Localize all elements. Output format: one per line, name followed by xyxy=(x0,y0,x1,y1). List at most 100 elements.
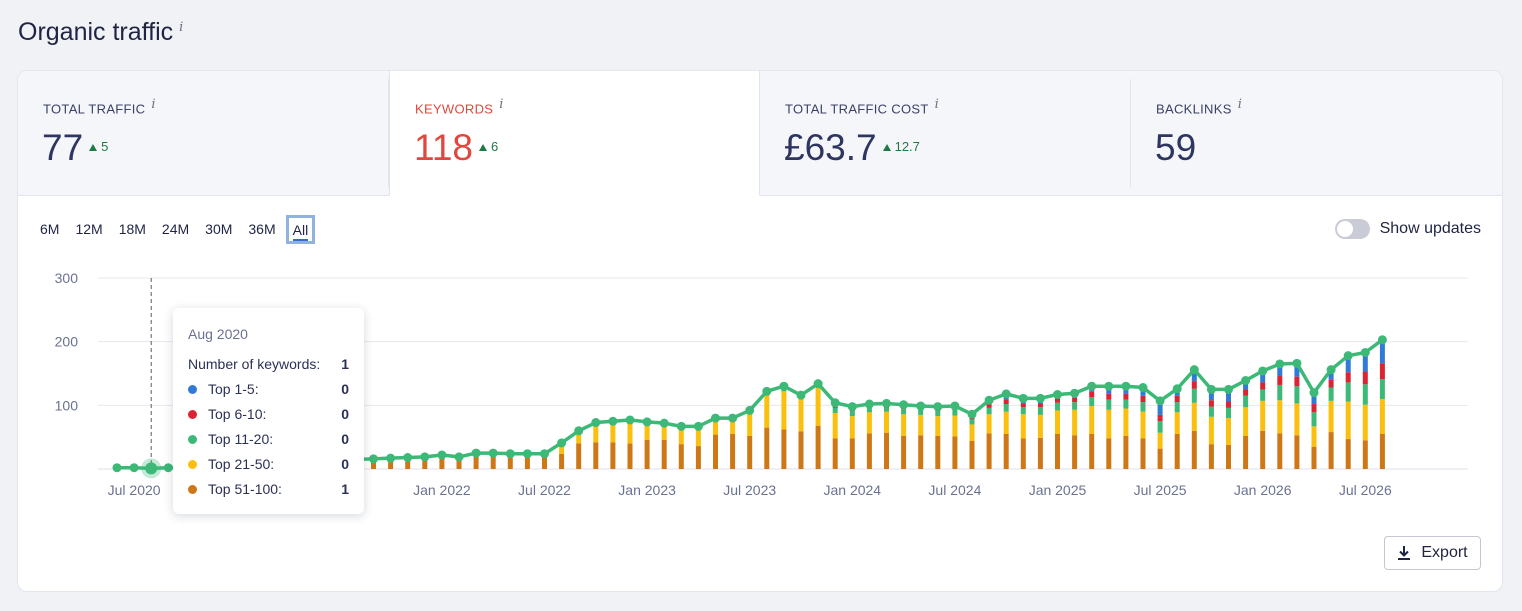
range-18m[interactable]: 18M xyxy=(118,221,146,237)
line-point xyxy=(796,390,806,400)
metric-value: £63.7 12.7 xyxy=(784,127,920,168)
range-36m[interactable]: 36M xyxy=(248,221,276,237)
bar-segment xyxy=(1311,426,1317,447)
bar-segment xyxy=(986,404,992,408)
hover-point xyxy=(145,462,158,475)
bar-segment xyxy=(1003,399,1009,405)
bar-segment xyxy=(1191,388,1197,403)
bar-segment xyxy=(610,421,616,443)
bar-segment xyxy=(849,416,855,439)
range-all[interactable]: All xyxy=(285,214,316,244)
bar-segment xyxy=(1243,407,1249,436)
export-button[interactable]: Export xyxy=(1384,536,1481,570)
toggle-switch[interactable] xyxy=(1334,219,1370,239)
bar-segment xyxy=(1020,438,1026,469)
bar-segment xyxy=(986,407,992,415)
bar-segment xyxy=(1157,448,1163,469)
bar-segment xyxy=(952,436,958,469)
bar-segment xyxy=(661,439,667,469)
bar-segment xyxy=(1003,433,1009,469)
line-point xyxy=(1377,335,1387,345)
bar-segment xyxy=(1362,440,1368,469)
info-icon[interactable]: i xyxy=(179,19,184,35)
bar-segment xyxy=(1294,363,1300,377)
range-6m[interactable]: 6M xyxy=(40,221,60,237)
bar-segment xyxy=(1345,401,1351,440)
delta-badge: 5 xyxy=(89,139,108,154)
bar-segment xyxy=(1379,379,1385,399)
bar-segment xyxy=(798,396,804,432)
bar-segment xyxy=(1311,392,1317,405)
metric-total-traffic-cost[interactable]: TOTAL TRAFFIC COST i £63.7 12.7 xyxy=(760,71,1131,196)
line-point xyxy=(1155,396,1165,406)
bar-segment xyxy=(644,439,650,469)
bar-segment xyxy=(1174,395,1180,403)
line-point xyxy=(163,463,173,473)
time-range-selector: 6M 12M 18M 24M 30M 36M All xyxy=(40,214,331,244)
bar-segment xyxy=(1191,402,1197,431)
bar-segment xyxy=(832,407,838,413)
line-point xyxy=(437,450,447,460)
up-arrow-icon xyxy=(882,143,891,151)
x-tick-label: Jan 2025 xyxy=(1029,482,1087,498)
bar-segment xyxy=(678,426,684,445)
bar-segment xyxy=(1208,400,1214,407)
bar-segment xyxy=(1345,372,1351,383)
bar-segment xyxy=(1328,387,1334,401)
bar-segment xyxy=(1089,397,1095,406)
bar-segment xyxy=(1328,432,1334,469)
bar-segment xyxy=(695,426,701,447)
info-icon[interactable]: i xyxy=(499,97,504,112)
bar-segment xyxy=(935,416,941,436)
bar-segment xyxy=(1123,399,1129,409)
range-24m[interactable]: 24M xyxy=(161,221,190,237)
bar-segment xyxy=(593,422,599,443)
bar-segment xyxy=(1123,393,1129,400)
line-point xyxy=(882,398,891,408)
bar-segment xyxy=(1379,339,1385,364)
metric-label: BACKLINKS i xyxy=(1156,97,1243,117)
bar-segment xyxy=(884,432,889,469)
bar-segment xyxy=(1379,363,1385,380)
line-point xyxy=(916,401,926,411)
bar-segment xyxy=(1208,389,1214,401)
bar-segment xyxy=(1140,395,1146,403)
line-point xyxy=(1070,388,1080,398)
bar-segment xyxy=(678,444,684,469)
bar-segment xyxy=(1106,393,1112,400)
bar-segment xyxy=(1106,438,1112,469)
line-point xyxy=(129,463,139,473)
bar-segment xyxy=(1260,430,1266,469)
bar-segment xyxy=(781,429,787,469)
x-tick-label: Jul 2020 xyxy=(108,482,161,498)
metric-total-traffic[interactable]: TOTAL TRAFFIC i 77 5 xyxy=(18,71,389,196)
show-updates-toggle[interactable]: Show updates xyxy=(1334,219,1481,239)
bar-segment xyxy=(1037,403,1043,408)
line-point xyxy=(1001,389,1011,399)
info-icon[interactable]: i xyxy=(1237,97,1243,112)
bar-segment xyxy=(901,409,907,415)
bar-segment xyxy=(918,414,924,436)
metric-backlinks[interactable]: BACKLINKS i 59 xyxy=(1131,71,1502,196)
range-12m[interactable]: 12M xyxy=(75,221,103,237)
tooltip-row-top1-5: Top 1-5: 0 xyxy=(188,381,349,397)
line-point xyxy=(950,401,960,411)
metric-keywords[interactable]: KEYWORDS i 118 6 xyxy=(389,71,760,196)
bar-segment xyxy=(1055,398,1060,403)
metric-value: 118 6 xyxy=(414,127,499,168)
bar-segment xyxy=(764,427,770,469)
bar-segment xyxy=(952,409,958,416)
bar-segment xyxy=(1260,389,1266,401)
bar-segment xyxy=(1003,404,1009,412)
up-arrow-icon xyxy=(89,143,98,151)
range-30m[interactable]: 30M xyxy=(205,221,233,237)
line-point xyxy=(1258,366,1268,376)
info-icon[interactable]: i xyxy=(151,97,156,112)
bar-segment xyxy=(1037,437,1043,469)
x-tick-label: Jul 2026 xyxy=(1339,482,1392,498)
bar-segment xyxy=(1243,435,1249,469)
bar-segment xyxy=(1208,406,1214,417)
bar-segment xyxy=(918,409,924,415)
info-icon[interactable]: i xyxy=(934,97,940,112)
chart-tooltip: Aug 2020 Number of keywords: 1 Top 1-5: 0 … xyxy=(173,308,364,514)
